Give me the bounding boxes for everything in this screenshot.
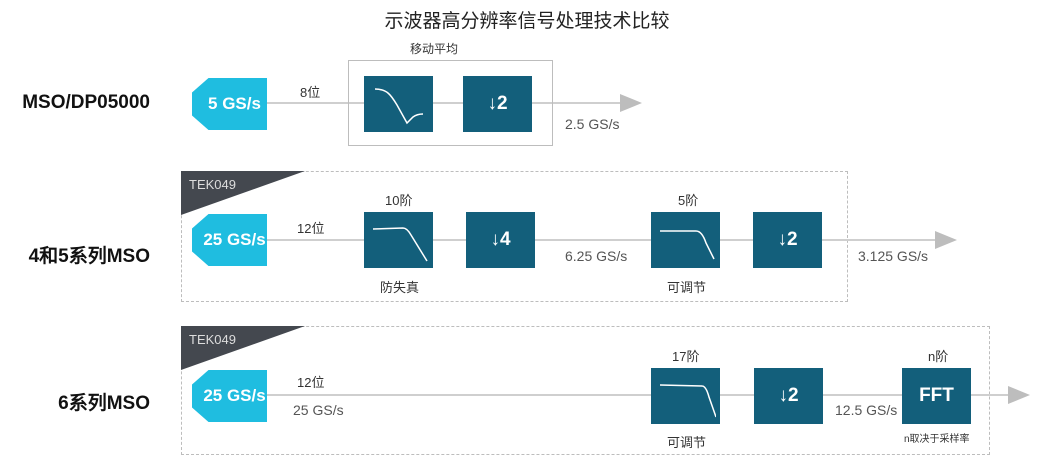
row-label-mso-dpo5000: MSO/DP05000 [22,92,150,113]
lowpass-filter-icon [659,384,716,418]
moving-average-group [348,60,553,146]
output-rate-label: 3.125 GS/s [858,248,929,264]
arrow-head-icon [620,94,642,112]
decimate-block: ↓2 [463,76,532,132]
filter-response-icon [374,88,423,125]
adc-badge: 25 GS/s [192,370,267,422]
filter-caption: 可调节 [667,280,707,295]
filter-order-label: 10阶 [385,193,413,208]
bit-depth-label: 8位 [300,85,321,100]
diagram-title: 示波器高分辨率信号处理技术比较 [384,11,670,32]
decimate-block: ↓2 [754,368,823,424]
row-label-6-series: 6系列MSO [58,393,150,414]
decimate-block: ↓2 [753,212,822,268]
decimate-block: ↓4 [466,212,535,268]
intermediate-rate-label: 6.25 GS/s [565,248,628,264]
adc-badge: 5 GS/s [192,78,267,130]
filter-order-label: 17阶 [672,349,700,364]
fft-block: FFT [902,368,971,424]
filter-order-label: 5阶 [678,193,699,208]
adjustable-filter-block [651,212,720,268]
lowpass-filter-icon [659,230,715,260]
asic-tag-label: TEK049 [189,332,236,347]
moving-average-filter-block [364,76,433,132]
filter-caption: 可调节 [667,435,707,450]
fft-caption: n取决于采样率 [904,434,970,445]
anti-alias-filter-block [364,212,433,268]
tek049-group-box [181,326,990,455]
filter-caption: 防失真 [380,280,420,295]
bit-depth-label: 12位 [297,375,325,390]
lowpass-filter-icon [372,227,428,262]
adjustable-filter-block [651,368,720,424]
arrow-head-icon [935,231,957,249]
moving-average-label: 移动平均 [410,42,459,56]
asic-tag-label: TEK049 [189,177,236,192]
intermediate-rate-label: 12.5 GS/s [835,402,898,418]
arrow-head-icon [1008,386,1030,404]
row-label-4-5-series: 4和5系列MSO [28,246,150,267]
adc-badge: 25 GS/s [192,214,267,266]
signal-line [260,102,630,104]
bit-depth-label: 12位 [297,221,325,236]
fft-order-label: n阶 [928,349,949,364]
adc-rate-label: 25 GS/s [293,402,344,418]
tek049-group-box [181,171,848,302]
signal-line [260,239,945,241]
signal-line [260,394,1020,396]
output-rate-label: 2.5 GS/s [565,116,620,132]
